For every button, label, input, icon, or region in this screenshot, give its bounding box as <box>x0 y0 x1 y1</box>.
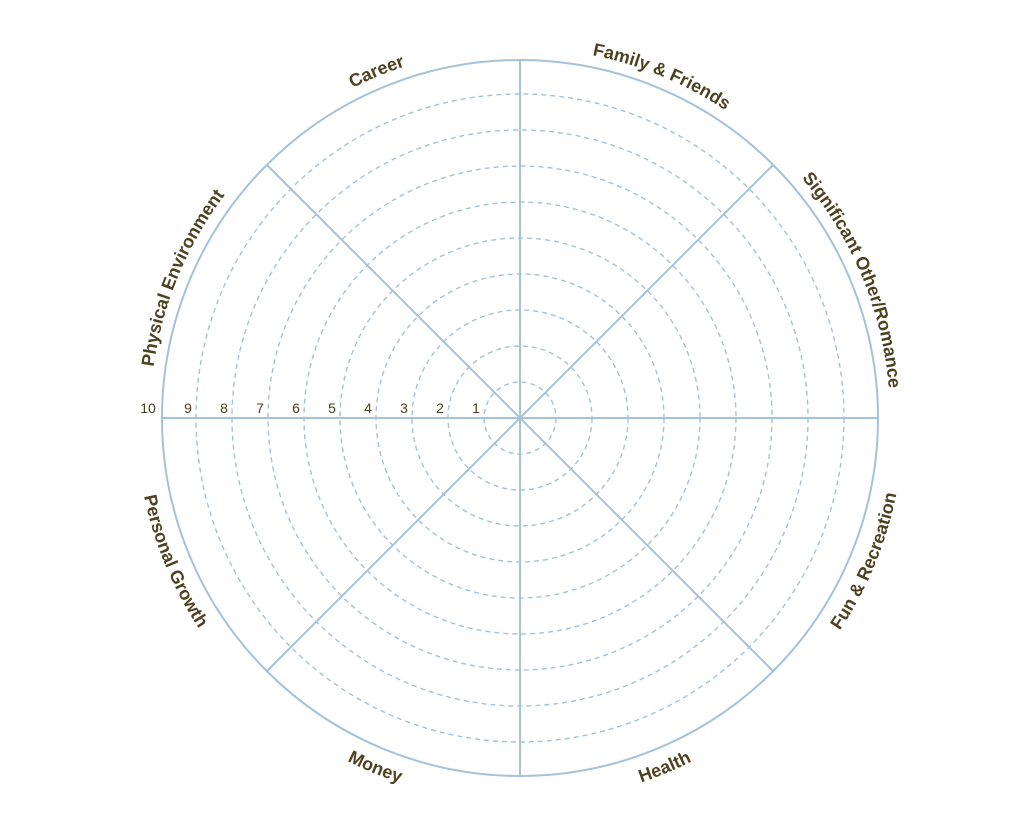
scale-number-10: 10 <box>140 400 156 416</box>
scale-number-9: 9 <box>184 400 192 416</box>
scale-number-7: 7 <box>256 400 264 416</box>
category-label-family-friends: Family & Friends <box>591 39 734 113</box>
category-label-text: Personal Growth <box>140 493 212 631</box>
category-label-text: Fun & Recreation <box>826 490 900 632</box>
category-label-money: Money <box>345 747 405 787</box>
category-label-fun-recreation: Fun & Recreation <box>826 490 900 632</box>
category-label-personal-growth: Personal Growth <box>140 493 212 631</box>
scale-number-1: 1 <box>472 400 480 416</box>
scale-number-5: 5 <box>328 400 336 416</box>
category-label-text: Family & Friends <box>591 39 734 113</box>
scale-number-8: 8 <box>220 400 228 416</box>
category-label-significant-other-romance: Significant Other/Romance <box>799 168 905 389</box>
category-label-text: Significant Other/Romance <box>799 168 905 389</box>
scale-number-6: 6 <box>292 400 300 416</box>
category-labels: Career Family & Friends Significant Other/… <box>138 39 905 786</box>
spoke-4 <box>266 164 774 672</box>
category-label-text: Physical Environment <box>138 185 228 367</box>
category-label-career: Career <box>345 51 406 92</box>
spokes-layer <box>162 60 878 776</box>
category-label-physical-environment: Physical Environment <box>138 185 228 367</box>
scale-numbers: 1 2 3 4 5 6 7 8 9 10 <box>140 400 480 416</box>
category-label-text: Money <box>345 747 405 787</box>
scale-number-2: 2 <box>436 400 444 416</box>
category-label-text: Career <box>345 51 406 92</box>
scale-number-3: 3 <box>400 400 408 416</box>
scale-number-4: 4 <box>364 400 372 416</box>
